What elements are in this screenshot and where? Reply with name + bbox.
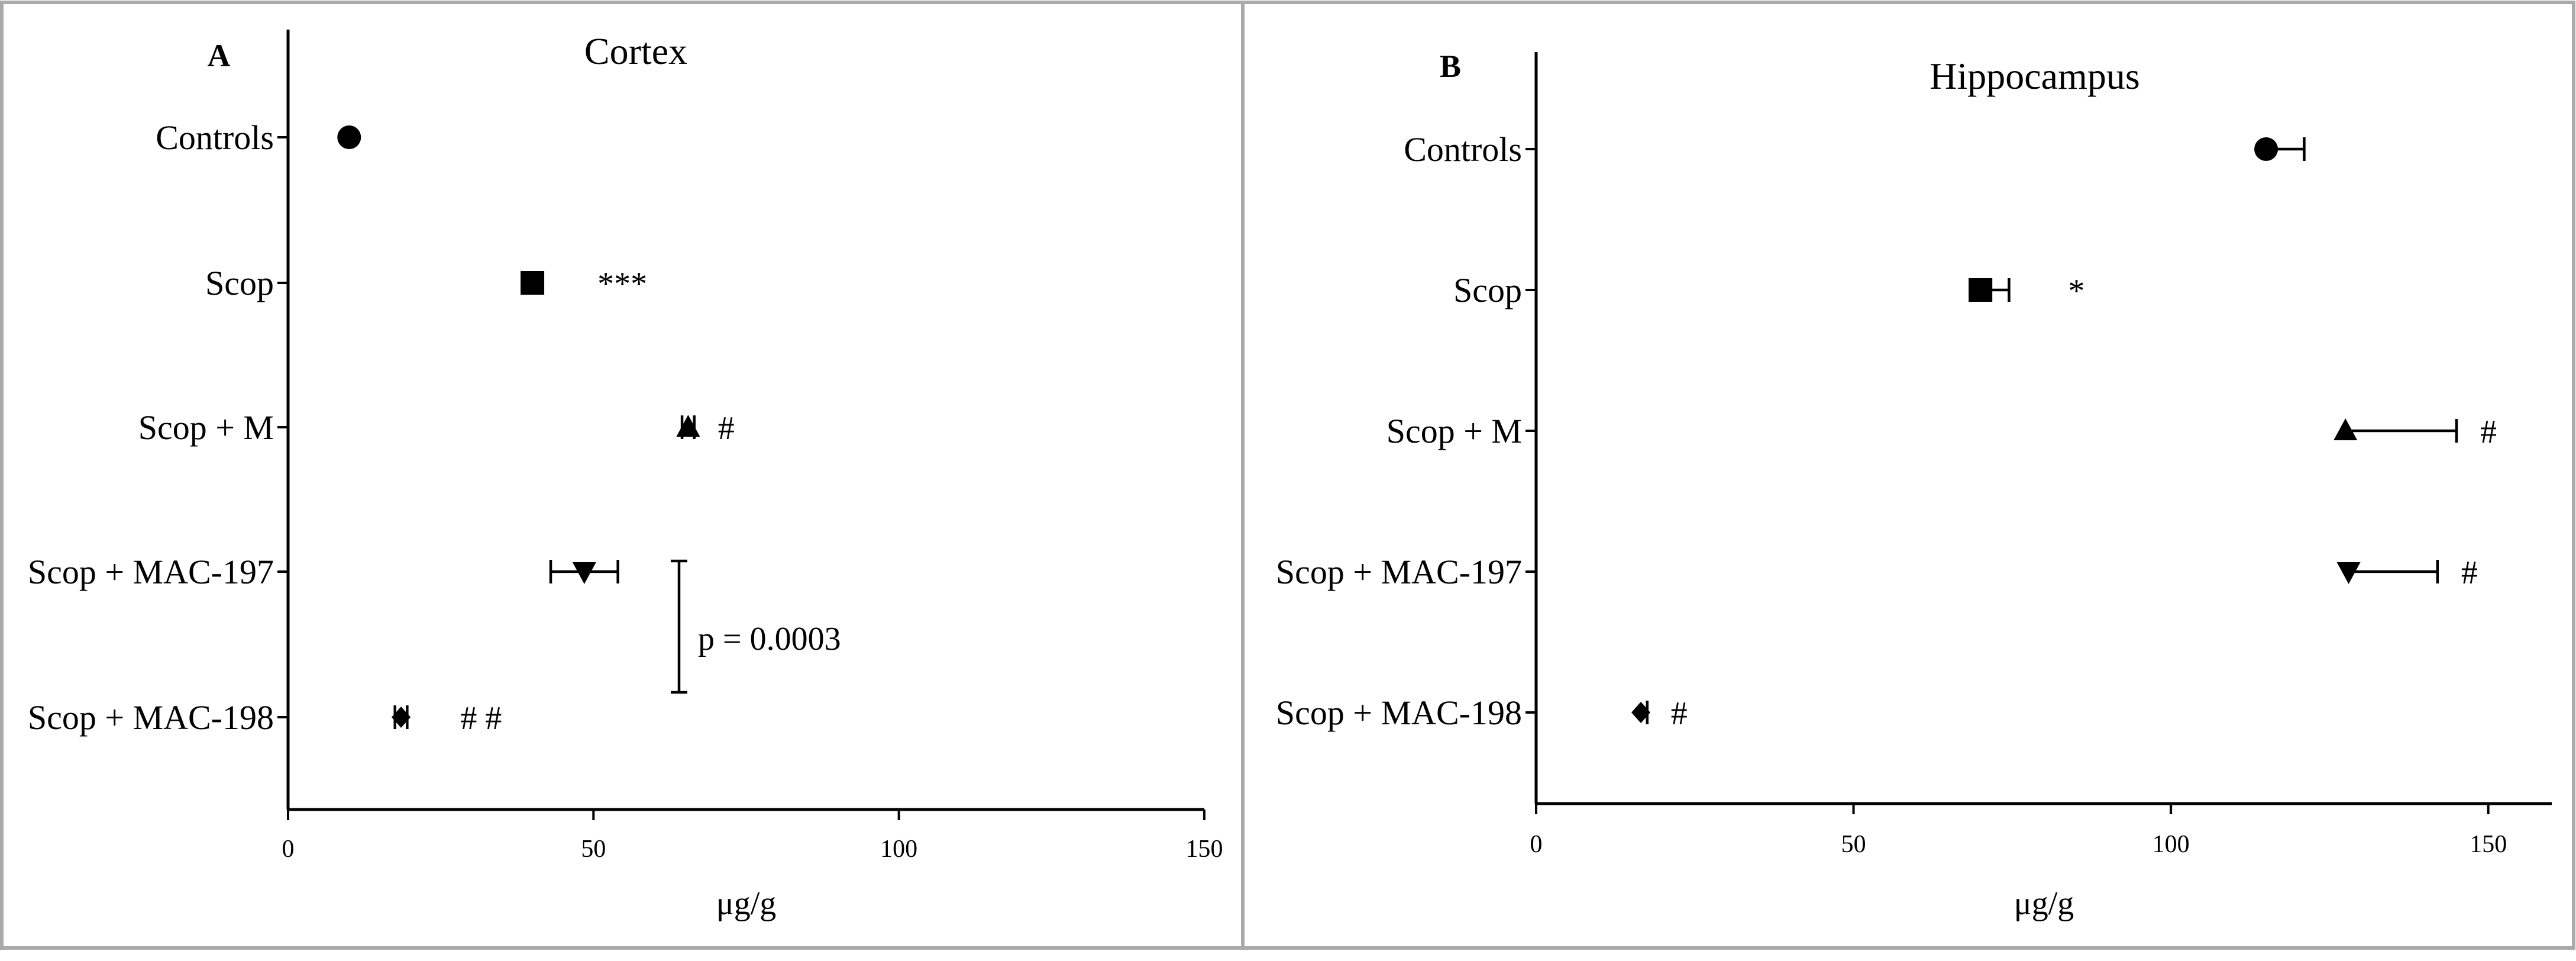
data-point: [392, 707, 411, 728]
x-axis-title: μg/g: [716, 885, 777, 922]
panel-title: Hippocampus: [1929, 55, 2140, 97]
data-point: [676, 415, 700, 437]
p-value-annotation: p = 0.0003: [698, 621, 841, 657]
category-label: Scop + MAC-198: [28, 698, 274, 737]
significance-mark: # #: [460, 700, 502, 737]
category-label: Scop + MAC-197: [1276, 553, 1522, 591]
x-tick-label: 0: [1530, 831, 1543, 858]
category-label: Controls: [1404, 130, 1522, 169]
category-label: Scop + M: [1386, 412, 1522, 450]
significance-mark: #: [1671, 695, 1688, 732]
significance-mark: #: [718, 410, 735, 447]
x-tick-label: 50: [1841, 831, 1866, 858]
data-point: [2336, 562, 2361, 584]
significance-mark: #: [2480, 414, 2497, 450]
category-label: Scop + MAC-198: [1276, 694, 1522, 732]
x-tick-label: 0: [282, 836, 295, 863]
panel-a-cortex: A Cortex 0 50 100 150 μg/g Controls Scop *** Scop …: [28, 30, 1223, 922]
category-label: Controls: [156, 118, 274, 157]
category-label: Scop + M: [138, 408, 274, 447]
category-label: Scop: [1453, 271, 1522, 309]
significance-mark: ***: [597, 266, 647, 302]
category-label: Scop + MAC-197: [28, 553, 274, 591]
data-point: [1631, 702, 1651, 723]
x-tick-label: 150: [1186, 836, 1223, 863]
panel-b-frame: [1241, 1, 2575, 950]
panel-letter: A: [208, 38, 231, 73]
data-point: [2333, 418, 2358, 440]
x-tick-label: 50: [581, 836, 606, 863]
data-point: [1969, 278, 1993, 302]
data-point: [2254, 137, 2278, 161]
panel-letter: B: [1440, 49, 1461, 84]
significance-mark: *: [2068, 273, 2084, 309]
data-point: [572, 562, 596, 584]
x-tick-label: 100: [880, 836, 917, 863]
data-point: [337, 125, 361, 149]
panel-b-hippocampus: B Hippocampus 0 50 100 150 μg/g Controls Scop * Sc…: [1276, 49, 2552, 922]
category-label: Scop: [205, 264, 274, 302]
data-point: [521, 271, 545, 295]
x-tick-label: 150: [2470, 831, 2507, 858]
x-tick-label: 100: [2152, 831, 2190, 858]
x-axis-title: μg/g: [2014, 885, 2074, 922]
significance-mark: #: [2461, 554, 2478, 591]
panel-title: Cortex: [584, 30, 687, 72]
